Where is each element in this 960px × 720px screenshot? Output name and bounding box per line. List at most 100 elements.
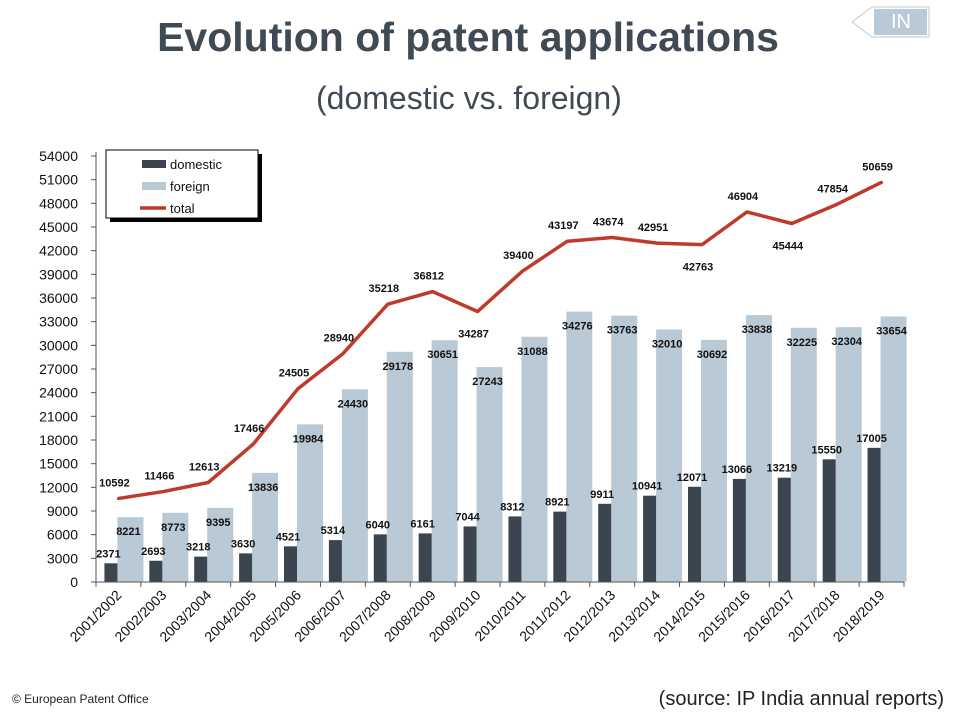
y-tick-label: 18000 xyxy=(39,432,78,448)
domestic-value-label: 5314 xyxy=(321,525,346,537)
foreign-bar xyxy=(835,327,862,582)
total-value-label: 43197 xyxy=(548,220,579,232)
domestic-bar xyxy=(463,526,477,582)
total-point xyxy=(431,290,435,294)
legend-box xyxy=(105,149,259,219)
domestic-bar xyxy=(194,556,208,582)
foreign-bar xyxy=(117,517,144,582)
country-tag: IN xyxy=(850,6,930,38)
foreign-value-label: 19984 xyxy=(293,433,324,445)
foreign-bar xyxy=(252,472,279,582)
total-value-label: 17466 xyxy=(234,423,265,435)
foreign-value-label: 30692 xyxy=(697,349,728,361)
foreign-bar xyxy=(656,329,683,582)
domestic-bar xyxy=(643,495,657,582)
total-value-label: 28940 xyxy=(324,333,355,345)
domestic-value-label: 8312 xyxy=(500,501,524,513)
total-point xyxy=(835,202,839,206)
total-point xyxy=(206,480,210,484)
foreign-bar xyxy=(745,315,772,582)
y-tick-label: 0 xyxy=(70,574,78,590)
domestic-value-label: 13066 xyxy=(722,464,753,476)
domestic-value-label: 17005 xyxy=(856,433,887,445)
total-point xyxy=(296,387,300,391)
total-point xyxy=(700,243,704,247)
foreign-bar xyxy=(566,311,593,582)
y-tick-label: 3000 xyxy=(47,550,78,566)
total-value-label: 35218 xyxy=(368,283,399,295)
foreign-value-label: 29178 xyxy=(382,361,413,373)
domestic-bar xyxy=(508,516,522,582)
y-tick-label: 36000 xyxy=(39,290,78,306)
total-point xyxy=(520,269,524,273)
y-tick-label: 42000 xyxy=(39,243,78,259)
legend-label-total: total xyxy=(170,201,195,216)
page-subtitle: (domestic vs. foreign) xyxy=(316,80,622,116)
legend-swatch-domestic xyxy=(142,160,166,168)
foreign-bar xyxy=(611,315,638,582)
total-value-label: 47854 xyxy=(817,183,848,195)
foreign-value-label: 32304 xyxy=(831,336,862,348)
domestic-bar xyxy=(149,560,163,582)
total-point xyxy=(116,496,120,500)
total-point xyxy=(565,239,569,243)
foreign-bar xyxy=(207,507,234,582)
domestic-bar xyxy=(284,546,297,582)
domestic-value-label: 3218 xyxy=(186,542,210,554)
domestic-bar xyxy=(777,477,791,582)
y-tick-label: 15000 xyxy=(39,456,78,472)
copyright-text: © European Patent Office xyxy=(12,692,149,706)
legend-label-domestic: domestic xyxy=(170,157,223,172)
foreign-bar xyxy=(476,367,503,582)
foreign-value-label: 30651 xyxy=(427,349,458,361)
y-tick-label: 33000 xyxy=(39,314,78,330)
foreign-bar xyxy=(790,327,817,582)
total-value-label: 42763 xyxy=(683,262,714,274)
y-tick-label: 51000 xyxy=(39,172,78,188)
total-value-label: 42951 xyxy=(638,222,669,234)
y-tick-label: 9000 xyxy=(47,503,78,519)
foreign-value-label: 34276 xyxy=(562,321,593,333)
foreign-value-label: 27243 xyxy=(472,376,503,388)
legend-swatch-foreign xyxy=(142,182,166,190)
y-tick-label: 45000 xyxy=(39,219,78,235)
total-point xyxy=(655,241,659,245)
foreign-value-label: 31088 xyxy=(517,346,548,358)
domestic-bar xyxy=(867,447,881,582)
foreign-value-label: 8221 xyxy=(116,526,140,538)
foreign-value-label: 24430 xyxy=(338,398,369,410)
total-value-label: 39400 xyxy=(503,250,534,262)
total-point xyxy=(745,210,749,214)
source-text: (source: IP India annual reports) xyxy=(658,688,944,710)
domestic-bar xyxy=(688,486,701,582)
y-tick-label: 54000 xyxy=(39,148,78,164)
total-point xyxy=(341,352,345,356)
foreign-value-label: 13836 xyxy=(248,482,279,494)
domestic-value-label: 4521 xyxy=(276,531,300,543)
foreign-bar xyxy=(431,340,458,582)
foreign-bar xyxy=(162,512,189,582)
domestic-bar xyxy=(598,503,612,582)
foreign-bar xyxy=(880,316,907,582)
total-value-label: 45444 xyxy=(772,240,803,252)
domestic-bar xyxy=(553,511,567,582)
total-point xyxy=(251,442,255,446)
foreign-bar xyxy=(521,336,548,582)
page-title: Evolution of patent applications xyxy=(157,14,779,60)
domestic-bar xyxy=(418,533,432,582)
domestic-bar xyxy=(732,478,746,582)
total-point xyxy=(386,302,390,306)
tag-shape xyxy=(851,6,930,38)
domestic-value-label: 2693 xyxy=(141,546,165,558)
domestic-value-label: 7044 xyxy=(455,511,480,523)
foreign-value-label: 32010 xyxy=(652,338,683,350)
total-series-line xyxy=(118,180,883,501)
total-value-label: 36812 xyxy=(413,271,444,283)
y-tick-label: 24000 xyxy=(39,385,78,401)
y-tick-label: 6000 xyxy=(47,527,78,543)
domestic-value-label: 9911 xyxy=(590,489,614,501)
domestic-value-label: 6040 xyxy=(366,519,390,531)
legend-label-foreign: foreign xyxy=(170,179,210,194)
total-point xyxy=(476,310,480,314)
total-value-label: 11466 xyxy=(144,471,174,483)
